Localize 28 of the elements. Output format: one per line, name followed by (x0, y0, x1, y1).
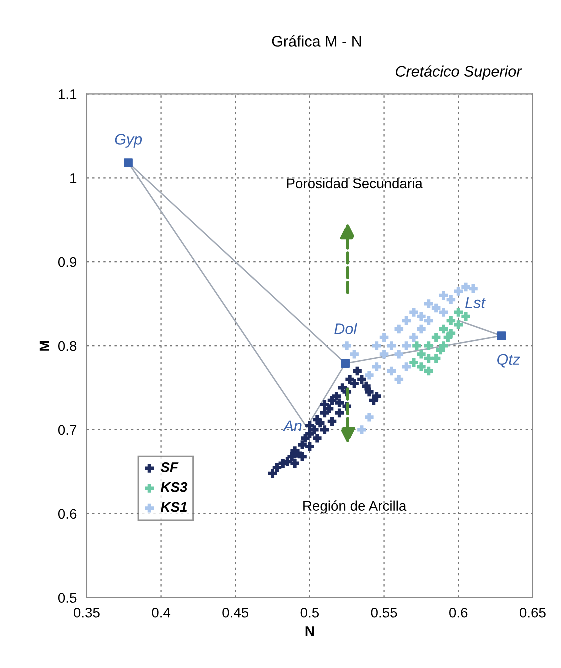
y-tick-label: 1.1 (58, 90, 77, 100)
x-tick-label: 0.5 (300, 608, 320, 618)
x-tick-label: 0.6 (450, 608, 468, 618)
legend-label: KS3 (160, 482, 188, 492)
x-tick-label: 0.55 (371, 608, 398, 618)
annotation: Porosidad Secundaria (287, 178, 423, 189)
y-tick-label: 0.8 (58, 341, 77, 352)
x-tick-label: 0.35 (74, 608, 100, 618)
annotation: Qtz (498, 354, 520, 368)
x-tick-label: 0.45 (222, 608, 249, 618)
x-axis-title: N (306, 626, 314, 636)
chart-title: Gráfica M - N (272, 36, 362, 47)
y-tick-label: 0.6 (58, 509, 77, 520)
annotation: Dol (334, 323, 358, 334)
y-axis-title: M (40, 341, 50, 351)
y-tick-label: 0.7 (58, 425, 77, 436)
annotation: Lst (466, 298, 486, 308)
legend-label: SF (160, 462, 179, 472)
annotation: Gyp (115, 134, 142, 148)
chart-subtitle: Cretácico Superior (396, 66, 522, 80)
y-tick-label: 1 (70, 174, 77, 184)
x-tick-label: 0.4 (152, 608, 171, 618)
annotation: Región de Arcilla (304, 500, 407, 514)
annotation: An (282, 420, 302, 432)
y-tick-label: 0.5 (58, 593, 77, 604)
x-tick-label: 0.65 (520, 608, 546, 618)
y-tick-label: 0.9 (58, 257, 77, 268)
legend-label: KS1 (160, 502, 187, 512)
